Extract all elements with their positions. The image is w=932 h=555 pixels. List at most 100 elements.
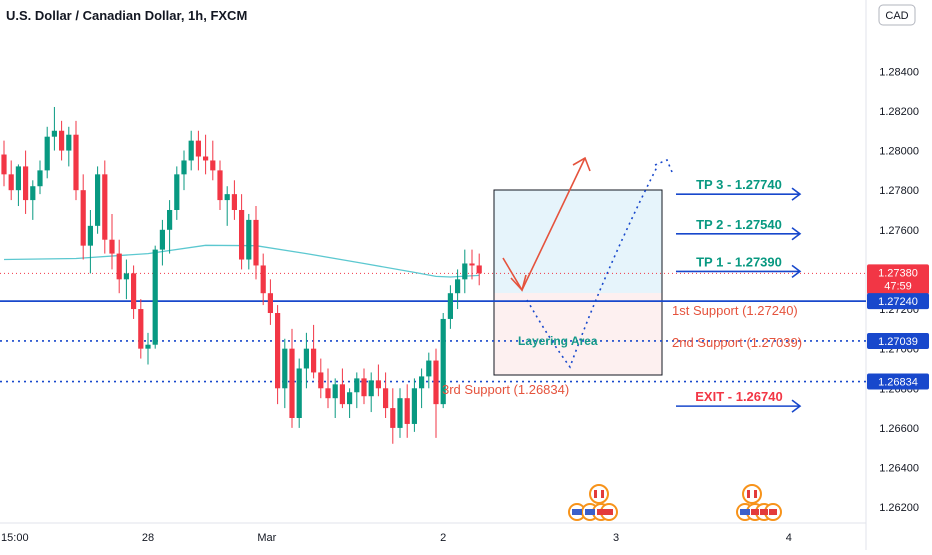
- trade-zones: [493, 189, 663, 376]
- profit-zone: [494, 190, 662, 293]
- candle-body: [30, 186, 36, 201]
- candle-body: [455, 279, 461, 294]
- candle-body: [447, 293, 453, 319]
- candle-body: [318, 372, 324, 389]
- x-tick-label: Mar: [257, 532, 276, 544]
- candle-body: [8, 174, 14, 191]
- moving-average-line: [3, 244, 480, 278]
- candle-body: [390, 408, 396, 428]
- candle-body: [66, 134, 72, 151]
- bullish-arrowhead: [572, 156, 591, 172]
- price-badge: [867, 373, 929, 390]
- candle-body: [44, 136, 50, 171]
- candle-body: [138, 309, 144, 349]
- candle-body: [462, 263, 468, 280]
- y-tick-label: 1.26600: [879, 423, 919, 435]
- y-tick-label: 1.27800: [879, 185, 919, 197]
- candle-body: [37, 170, 43, 187]
- candle-body: [109, 239, 115, 254]
- price-badge: [867, 264, 929, 295]
- currency-label: CAD: [885, 10, 908, 22]
- layering-area-label: Layering Area: [518, 334, 598, 348]
- candle-body: [397, 398, 403, 428]
- candle-body: [275, 313, 281, 389]
- y-tick-label: 1.26400: [879, 463, 919, 475]
- candle-body: [1, 154, 7, 175]
- level-lines: [0, 272, 866, 383]
- candle-body: [145, 344, 151, 349]
- candle-body: [383, 388, 389, 409]
- target-label: TP 3 - 1.27740: [696, 177, 782, 192]
- candle-body: [426, 360, 432, 377]
- candle-body: [469, 263, 475, 266]
- event-icons-mar4[interactable]: [736, 484, 782, 521]
- price-badge-label: 1.26834: [878, 377, 918, 389]
- candle-body: [354, 378, 360, 393]
- x-tick-label: 2: [440, 532, 446, 544]
- candle-body: [411, 388, 417, 424]
- chart-title: U.S. Dollar / Canadian Dollar, 1h, FXCM: [6, 8, 247, 23]
- candle-body: [195, 140, 201, 157]
- candle-body: [239, 209, 245, 260]
- candle-body: [311, 348, 317, 373]
- candle-body: [339, 384, 345, 405]
- currency-button[interactable]: CAD: [878, 4, 916, 26]
- candle-body: [73, 134, 79, 191]
- candle-body: [167, 209, 173, 230]
- candle-body: [59, 130, 65, 151]
- target-arrowhead: [791, 227, 802, 241]
- candle-body: [217, 170, 223, 201]
- candle-body: [368, 380, 374, 397]
- candle-body: [203, 156, 209, 161]
- price-badge-label: 1.27240: [878, 296, 918, 308]
- price-badge-countdown: 47:59: [884, 280, 912, 292]
- candle-body: [404, 398, 410, 424]
- candle-body: [260, 265, 266, 294]
- candle-body: [296, 368, 302, 419]
- second-support-label: 2nd Support (1.27039): [672, 335, 802, 350]
- price-badge: [867, 332, 929, 349]
- candle-body: [123, 273, 129, 280]
- candle-body: [159, 229, 165, 250]
- price-badge-label: 1.27039: [878, 336, 918, 348]
- candle-body: [152, 249, 158, 345]
- candle-body: [23, 166, 29, 201]
- candle-body: [210, 160, 216, 171]
- dip-arrowhead: [510, 274, 527, 292]
- price-badge: [867, 293, 929, 310]
- x-axis-ticks: 15:00 28 Mar 2 3 4: [1, 532, 792, 544]
- candle-body: [289, 348, 295, 419]
- candle-body: [116, 253, 122, 280]
- candle-body: [102, 174, 108, 240]
- candle-body: [174, 174, 180, 210]
- position-box: [493, 189, 663, 376]
- scenario-arrows: [502, 156, 673, 369]
- x-tick-label: 3: [613, 532, 619, 544]
- candle-body: [347, 392, 353, 405]
- target-arrowhead: [791, 399, 802, 413]
- candle-body: [440, 318, 446, 405]
- candle-body: [224, 194, 230, 201]
- candle-body: [375, 380, 381, 389]
- event-icons-mar3[interactable]: [568, 484, 618, 521]
- y-tick-label: 1.27600: [879, 225, 919, 237]
- x-tick-label: 28: [142, 532, 154, 544]
- candle-body: [51, 130, 57, 137]
- candle-body: [188, 140, 194, 161]
- candle-body: [15, 166, 21, 191]
- candle-body: [87, 225, 93, 246]
- risk-zone: [494, 293, 662, 375]
- target-arrows: TP 3 - 1.27740 TP 2 - 1.27540 TP 1 - 1.273…: [676, 177, 802, 413]
- candle-body: [325, 388, 331, 399]
- candle-body: [476, 265, 482, 274]
- third-support-label: 3rd Support (1.26834): [442, 382, 569, 397]
- target-label: TP 1 - 1.27390: [696, 254, 782, 269]
- candles: [1, 106, 482, 444]
- x-tick-label: 15:00: [1, 532, 29, 544]
- layering-arrowhead: [654, 158, 673, 173]
- y-tick-label: 1.28200: [879, 106, 919, 118]
- target-arrowhead: [791, 187, 802, 201]
- candle-body: [181, 160, 187, 175]
